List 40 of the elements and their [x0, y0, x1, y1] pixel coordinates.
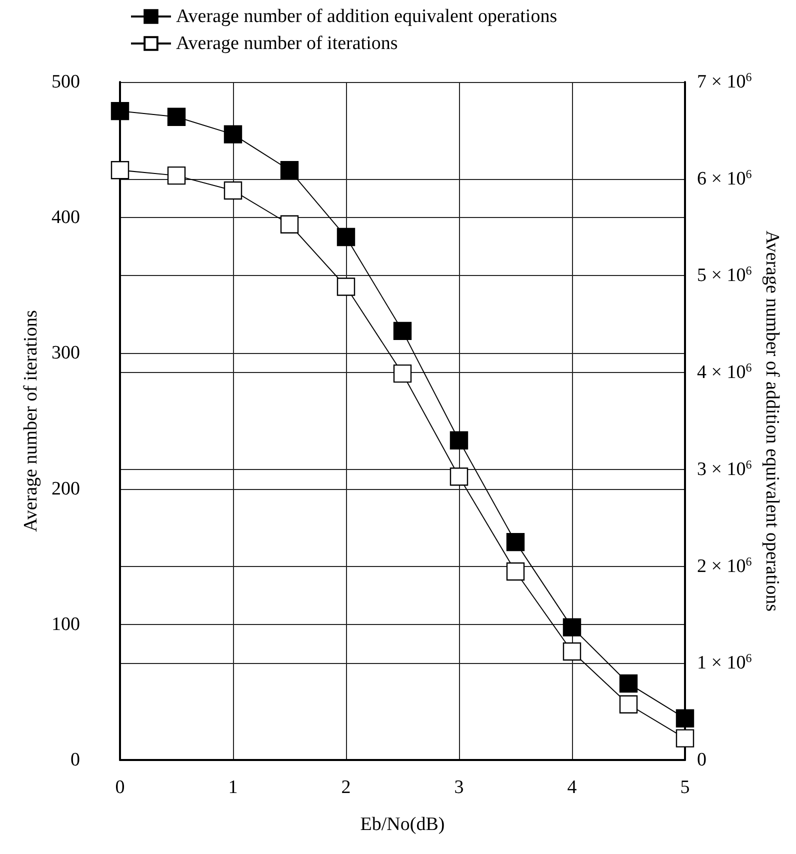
point	[676, 709, 694, 728]
point	[393, 364, 412, 383]
y-tick-label: 100	[52, 614, 80, 635]
point	[562, 618, 582, 636]
point	[676, 729, 694, 748]
x-tick-label: 0	[115, 777, 125, 798]
y-tick-label: 200	[52, 478, 80, 500]
y2-axis-title: Average number of addition equivalent operations	[762, 230, 783, 612]
x-tick-label: 2	[341, 777, 351, 798]
y-tick-label: 400	[52, 207, 80, 228]
point	[336, 228, 356, 246]
point	[619, 695, 638, 714]
point	[393, 322, 412, 340]
point	[167, 108, 186, 126]
point	[336, 278, 356, 296]
point	[167, 166, 186, 185]
y2-tick-label: 0	[697, 750, 706, 770]
y-tick-label: 0	[70, 750, 80, 770]
legend-label: Average number of addition equivalent operations	[176, 6, 558, 27]
point	[224, 125, 242, 144]
y-axis-title: Average number of iterations	[20, 310, 42, 532]
x-tick-label: 3	[454, 777, 464, 798]
point	[506, 532, 525, 552]
point	[280, 215, 299, 234]
point	[450, 431, 468, 450]
x-axis-title: Eb/No(dB)	[360, 814, 445, 835]
point	[280, 161, 299, 180]
point	[506, 562, 525, 581]
x-tick-label: 1	[228, 777, 238, 798]
legend-label: Average number of iterations	[176, 33, 398, 54]
y-tick-label: 300	[52, 342, 80, 364]
point	[450, 467, 468, 486]
point	[562, 642, 582, 661]
point	[110, 102, 130, 120]
point	[224, 181, 242, 200]
x-tick-label: 5	[680, 777, 690, 798]
x-tick-label: 4	[567, 777, 578, 798]
point	[110, 161, 130, 180]
point	[619, 674, 638, 693]
y-tick-label: 500	[52, 72, 80, 92]
